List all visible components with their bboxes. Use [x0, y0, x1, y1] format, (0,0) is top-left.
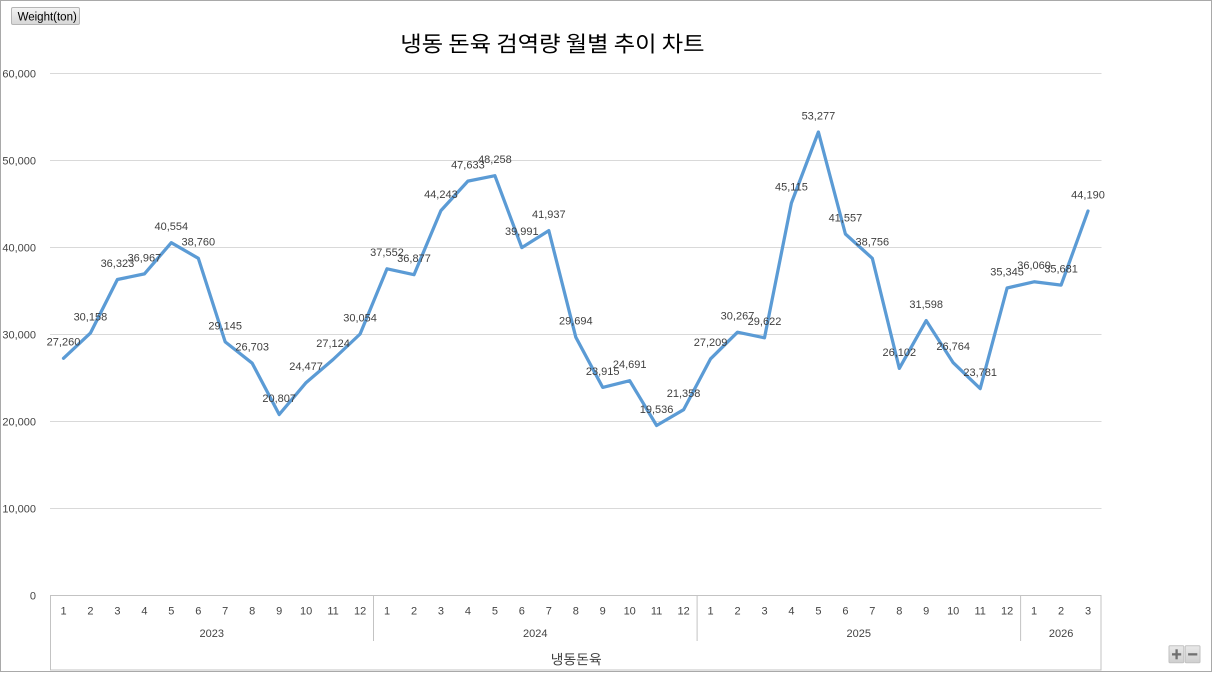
svg-text:2: 2	[87, 606, 93, 618]
svg-text:27,260: 27,260	[47, 337, 81, 349]
svg-text:6: 6	[195, 606, 201, 618]
svg-text:30,267: 30,267	[721, 311, 755, 323]
svg-text:44,190: 44,190	[1071, 189, 1105, 201]
svg-text:10: 10	[947, 606, 959, 618]
svg-text:10: 10	[300, 606, 312, 618]
svg-text:45,115: 45,115	[775, 181, 808, 193]
svg-text:5: 5	[492, 606, 498, 618]
svg-text:30,000: 30,000	[2, 329, 36, 341]
svg-text:3: 3	[761, 606, 767, 618]
svg-text:10: 10	[624, 606, 636, 618]
svg-text:53,277: 53,277	[802, 110, 836, 122]
svg-text:26,764: 26,764	[936, 341, 970, 353]
svg-text:6: 6	[842, 606, 848, 618]
svg-text:0: 0	[30, 590, 36, 602]
svg-text:9: 9	[600, 606, 606, 618]
svg-text:41,557: 41,557	[829, 212, 863, 224]
svg-text:2: 2	[734, 606, 740, 618]
svg-text:6: 6	[519, 606, 525, 618]
svg-text:2024: 2024	[523, 628, 547, 640]
svg-text:8: 8	[573, 606, 579, 618]
svg-text:7: 7	[222, 606, 228, 618]
svg-text:36,967: 36,967	[128, 252, 162, 264]
svg-text:1: 1	[1031, 606, 1037, 618]
svg-text:5: 5	[168, 606, 174, 618]
svg-text:44,243: 44,243	[424, 189, 458, 201]
svg-text:36,323: 36,323	[101, 258, 135, 270]
svg-text:29,622: 29,622	[748, 316, 782, 328]
svg-text:60,000: 60,000	[2, 68, 36, 80]
svg-text:40,000: 40,000	[2, 242, 36, 254]
svg-text:31,598: 31,598	[909, 299, 943, 311]
svg-text:11: 11	[974, 606, 985, 618]
svg-text:35,345: 35,345	[990, 266, 1024, 278]
svg-text:7: 7	[869, 606, 875, 618]
svg-text:29,145: 29,145	[208, 320, 242, 332]
svg-text:24,691: 24,691	[613, 359, 647, 371]
svg-text:12: 12	[1001, 606, 1013, 618]
svg-text:27,209: 27,209	[694, 337, 728, 349]
svg-text:2: 2	[1058, 606, 1064, 618]
svg-text:48,258: 48,258	[478, 154, 512, 166]
svg-text:36,877: 36,877	[397, 253, 431, 265]
svg-text:38,760: 38,760	[181, 237, 215, 249]
svg-text:37,552: 37,552	[370, 247, 404, 259]
svg-text:2026: 2026	[1049, 628, 1073, 640]
svg-text:24,477: 24,477	[289, 361, 323, 373]
svg-text:27,124: 27,124	[316, 338, 350, 350]
svg-text:1: 1	[384, 606, 390, 618]
svg-text:12: 12	[677, 606, 689, 618]
svg-text:39,991: 39,991	[505, 226, 539, 238]
svg-text:9: 9	[923, 606, 929, 618]
svg-text:41,937: 41,937	[532, 209, 566, 221]
svg-text:19,536: 19,536	[640, 404, 674, 416]
svg-text:5: 5	[815, 606, 821, 618]
svg-text:26,102: 26,102	[882, 347, 916, 359]
svg-text:2025: 2025	[847, 628, 871, 640]
svg-text:3: 3	[438, 606, 444, 618]
svg-text:30,158: 30,158	[74, 312, 108, 324]
svg-text:23,915: 23,915	[586, 366, 620, 378]
svg-text:8: 8	[896, 606, 902, 618]
svg-text:3: 3	[114, 606, 120, 618]
svg-text:12: 12	[354, 606, 366, 618]
svg-text:2023: 2023	[200, 628, 224, 640]
svg-text:1: 1	[708, 606, 714, 618]
svg-text:26,703: 26,703	[235, 342, 269, 354]
svg-text:9: 9	[276, 606, 282, 618]
svg-text:20,000: 20,000	[2, 416, 36, 428]
svg-text:29,694: 29,694	[559, 316, 593, 328]
svg-text:30,054: 30,054	[343, 312, 377, 324]
svg-text:4: 4	[141, 606, 147, 618]
svg-text:11: 11	[651, 606, 662, 618]
svg-text:8: 8	[249, 606, 255, 618]
svg-text:10,000: 10,000	[2, 503, 36, 515]
svg-text:38,756: 38,756	[855, 237, 889, 249]
svg-text:4: 4	[465, 606, 471, 618]
svg-text:23,781: 23,781	[963, 367, 997, 379]
svg-text:50,000: 50,000	[2, 155, 36, 167]
svg-text:47,633: 47,633	[451, 160, 485, 172]
svg-text:Weight(ton): Weight(ton)	[18, 11, 77, 23]
svg-text:35,681: 35,681	[1044, 264, 1078, 276]
svg-text:7: 7	[546, 606, 552, 618]
svg-text:4: 4	[788, 606, 794, 618]
svg-text:11: 11	[327, 606, 338, 618]
svg-text:40,554: 40,554	[154, 221, 188, 233]
svg-text:20,807: 20,807	[262, 393, 296, 405]
svg-text:36,060: 36,060	[1017, 260, 1051, 272]
svg-text:1: 1	[60, 606, 66, 618]
svg-text:3: 3	[1085, 606, 1091, 618]
svg-text:2: 2	[411, 606, 417, 618]
svg-text:21,358: 21,358	[667, 388, 701, 400]
